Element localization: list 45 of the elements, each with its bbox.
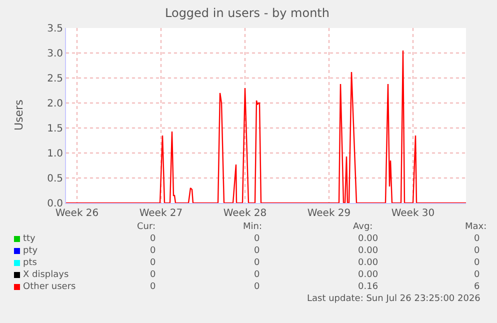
text: 0 [150, 258, 156, 268]
text: 0.00 [358, 258, 378, 268]
legend-label: X displays [23, 270, 69, 280]
text: 0.00 [358, 270, 378, 280]
x-tick-label: Week 26 [55, 208, 99, 219]
y-tick-label: 1.0 [47, 148, 63, 160]
text: 0 [150, 270, 156, 280]
x-tick-label: Week 28 [223, 208, 267, 219]
y-tick-label: 3.0 [47, 48, 63, 60]
text: 0 [254, 234, 260, 244]
text: 6 [474, 282, 480, 292]
x-tick-label: Week 27 [139, 208, 183, 219]
text: 0 [254, 282, 260, 292]
text: Min: [243, 222, 262, 232]
text: 0 [254, 270, 260, 280]
text: 0.00 [358, 234, 378, 244]
text: 0 [150, 234, 156, 244]
text: 0 [254, 258, 260, 268]
text: 0 [474, 246, 480, 256]
chart-title: Logged in users - by month [165, 6, 330, 20]
text: 0 [150, 246, 156, 256]
legend-label: Other users [23, 282, 76, 292]
legend-label: pts [23, 258, 38, 268]
y-tick-label: 2.5 [47, 74, 63, 84]
text: Cur: [137, 222, 156, 232]
text: 0 [474, 234, 480, 244]
text: 0 [474, 270, 480, 280]
y-tick-label: 0.5 [47, 174, 63, 184]
y-axis-title: Users [12, 99, 26, 130]
y-tick-label: 3.5 [47, 24, 63, 34]
legend-label: pty [23, 246, 38, 256]
y-tick-label: 0.0 [47, 198, 63, 210]
text: Last update: Sun Jul 26 23:25:00 2026 [307, 294, 481, 304]
text: 0 [474, 258, 480, 268]
text: 0.00 [358, 246, 378, 256]
text: Avg: [353, 222, 373, 232]
text: Max: [465, 222, 487, 232]
y-tick-label: 1.5 [47, 124, 63, 134]
legend-label: tty [23, 234, 36, 244]
y-tick-label: 2.0 [47, 98, 63, 110]
x-tick-label: Week 30 [391, 208, 435, 219]
x-tick-label: Week 29 [307, 208, 351, 219]
text: 0 [254, 246, 260, 256]
text: 0.16 [358, 282, 378, 292]
text: 0 [150, 282, 156, 292]
